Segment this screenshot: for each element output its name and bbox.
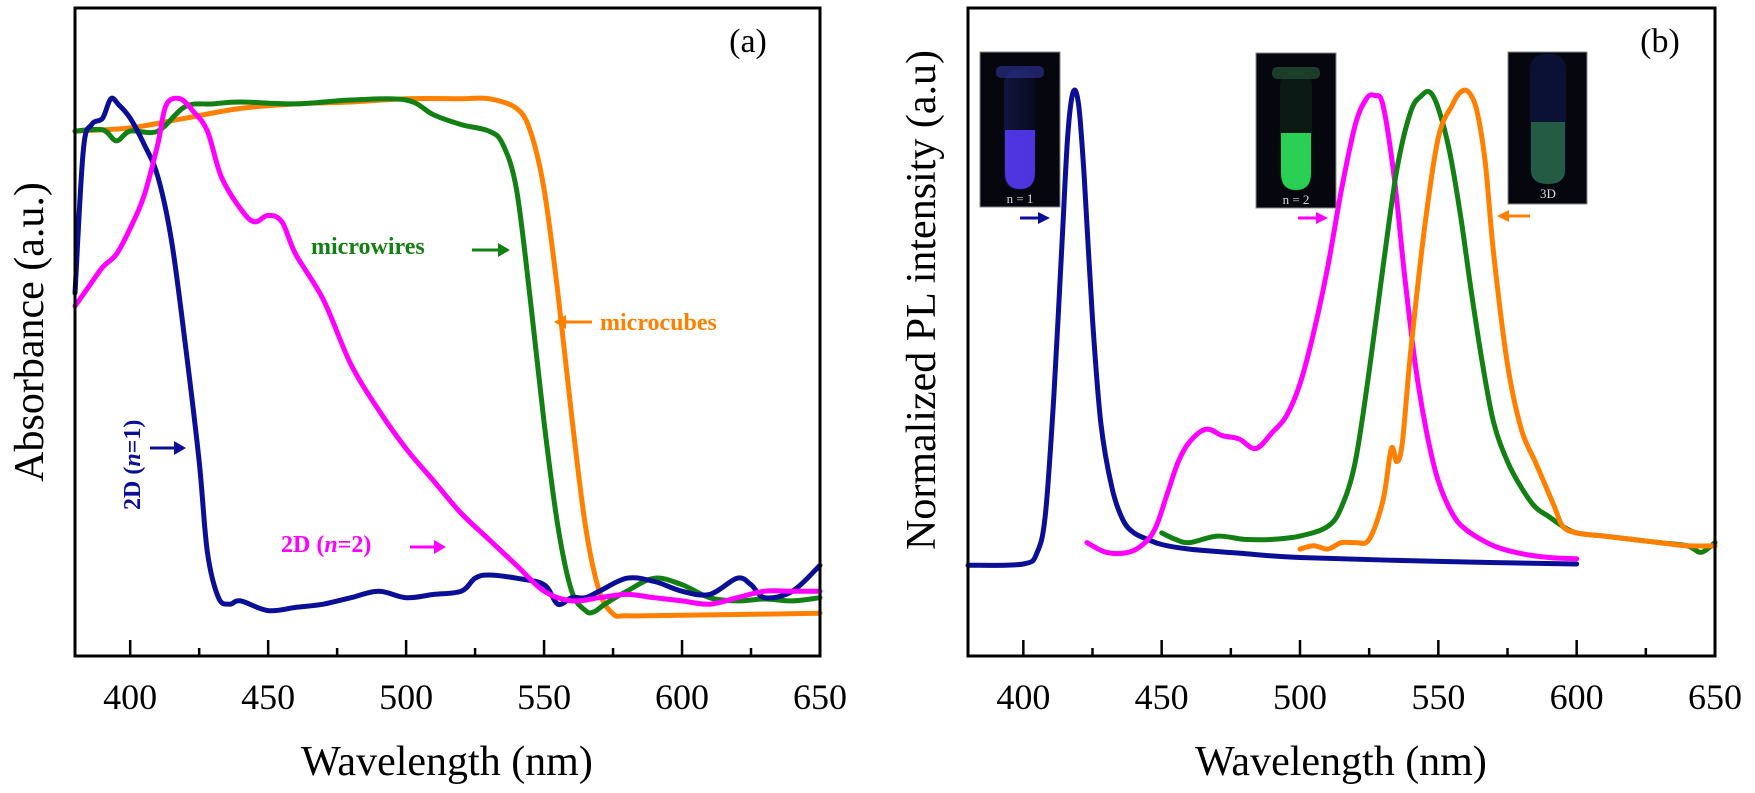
tube-liquid bbox=[1531, 122, 1565, 184]
arrow-right-icon bbox=[410, 540, 446, 554]
inset-caption: 3D bbox=[1540, 186, 1556, 201]
panel-b-y-axis-title: Normalized PL intensity (a.u) bbox=[899, 50, 945, 550]
series-line-2d-n-2 bbox=[1084, 92, 1580, 562]
series-line-2d-n-1 bbox=[965, 87, 1580, 568]
panel-b-x-ticks bbox=[1022, 640, 1717, 656]
tube-cap bbox=[996, 66, 1044, 78]
arrow-right-icon bbox=[472, 243, 510, 257]
inset-tube-n1: n = 1 bbox=[979, 51, 1061, 208]
panel-b-x-axis-title: Wavelength (nm) bbox=[1195, 739, 1487, 785]
annotation-microwires-label: microwires bbox=[311, 234, 425, 260]
series-line-2d-n-1 bbox=[72, 95, 823, 614]
series-line-2d-n-2 bbox=[72, 95, 823, 607]
annotation-2d-n2: 2D (n=2) bbox=[281, 532, 446, 558]
x-tick-label: 600 bbox=[655, 677, 709, 717]
x-tick-label: 500 bbox=[1273, 677, 1327, 717]
annotation-2d-n2-label: 2D (n=2) bbox=[281, 532, 371, 558]
tube-liquid bbox=[1005, 130, 1035, 189]
x-tick-label: 650 bbox=[793, 677, 847, 717]
arrow-left-icon bbox=[1497, 210, 1530, 222]
x-tick-label: 550 bbox=[1411, 677, 1465, 717]
x-tick-label: 650 bbox=[1688, 677, 1742, 717]
x-tick-label: 400 bbox=[103, 677, 157, 717]
inset-caption: n = 1 bbox=[1007, 191, 1034, 206]
x-tick-label: 600 bbox=[1550, 677, 1604, 717]
tube-cap bbox=[1272, 67, 1320, 79]
annotation-microwires: microwires bbox=[311, 234, 510, 260]
x-tick-label: 450 bbox=[1135, 677, 1189, 717]
panel-a-frame bbox=[73, 6, 822, 658]
x-tick-label: 550 bbox=[517, 677, 571, 717]
tube-liquid bbox=[1281, 133, 1311, 190]
panel-a-curves bbox=[72, 95, 823, 619]
panel-b-x-tick-labels: 400 450 500 550 600 650 bbox=[996, 677, 1742, 717]
arrow-right-icon bbox=[150, 441, 186, 455]
panel-b-photoluminescence: 400 450 500 550 600 650 (b) Wavelength (nm) N… bbox=[899, 6, 1742, 785]
x-tick-label: 450 bbox=[241, 677, 295, 717]
panel-b-curves bbox=[965, 87, 1718, 568]
annotation-2d-n1: 2D (n=1) bbox=[120, 420, 186, 510]
arrow-right-icon bbox=[1020, 212, 1050, 224]
panel-a-y-axis-title: Absorbance (a.u.) bbox=[7, 182, 53, 482]
annotation-2d-n1-label: 2D (n=1) bbox=[120, 420, 146, 510]
panel-b-label: (b) bbox=[1640, 23, 1680, 60]
annotation-microcubes: microcubes bbox=[554, 310, 717, 336]
x-tick-label: 400 bbox=[996, 677, 1050, 717]
panel-b-frame bbox=[966, 6, 1717, 658]
panel-a-x-tick-labels: 400 450 500 550 600 650 bbox=[103, 677, 847, 717]
annotation-microcubes-label: microcubes bbox=[600, 310, 717, 336]
panel-a-x-ticks bbox=[128, 640, 822, 656]
panel-a-absorbance: 400 450 500 550 600 650 (a) Wavelength (nm) A… bbox=[7, 6, 847, 785]
arrow-right-icon bbox=[1298, 212, 1328, 224]
inset-caption: n = 2 bbox=[1283, 192, 1310, 207]
panel-a-x-axis-title: Wavelength (nm) bbox=[301, 739, 593, 785]
x-tick-label: 500 bbox=[379, 677, 433, 717]
arrow-left-icon bbox=[554, 315, 592, 329]
inset-tube-3d: 3D bbox=[1507, 51, 1588, 205]
series-line-microcubes bbox=[1297, 87, 1718, 552]
panel-a-label: (a) bbox=[729, 23, 767, 60]
inset-tube-n2: n = 2 bbox=[1255, 52, 1337, 209]
